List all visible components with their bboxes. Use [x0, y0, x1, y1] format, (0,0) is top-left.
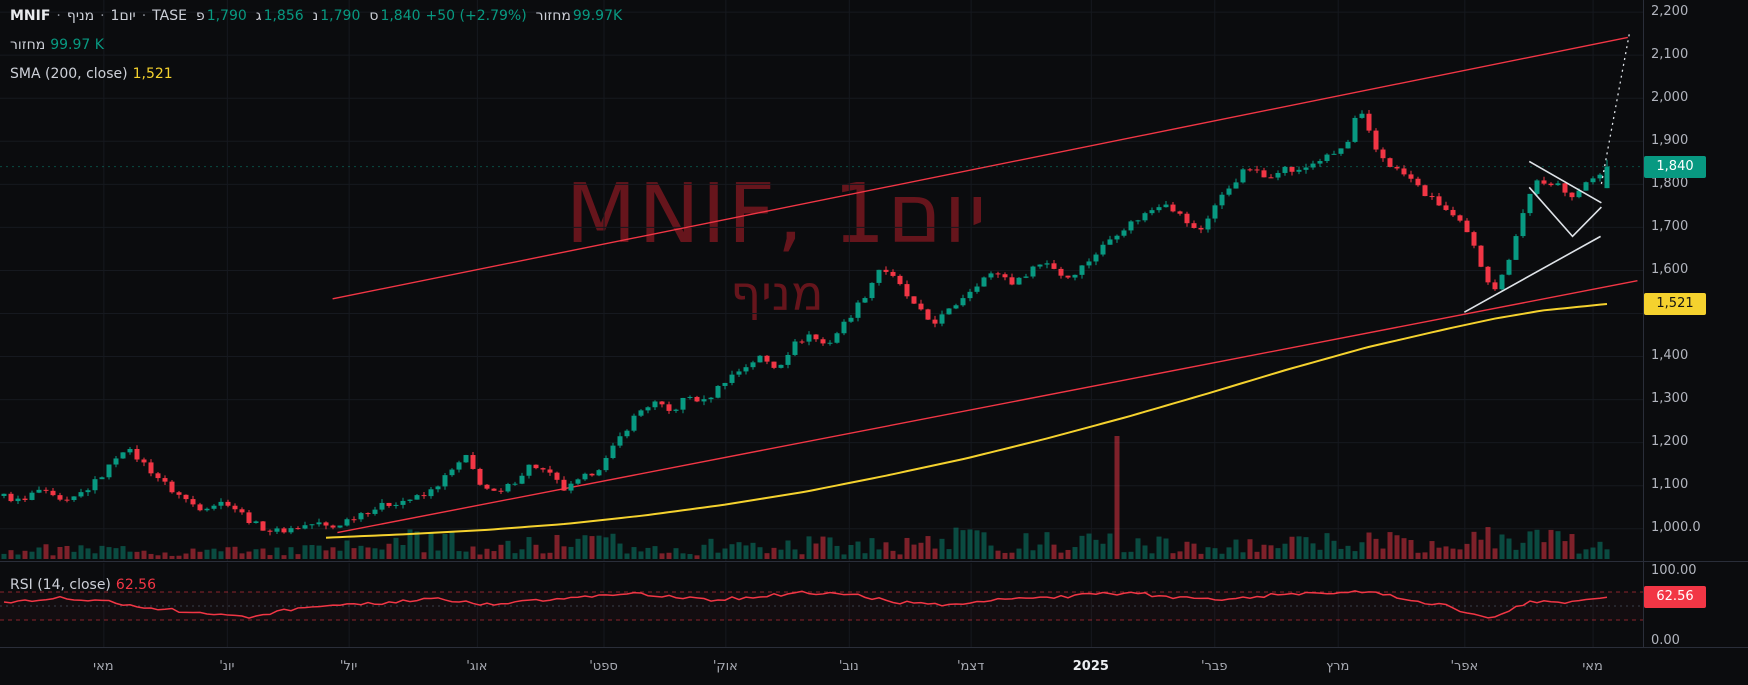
rsi-indicator-legend-row[interactable]: RSI (14, close) 62.56	[10, 577, 156, 593]
time-tick-label: מאי	[1582, 659, 1603, 674]
time-tick-label: פבר'	[1200, 659, 1228, 674]
time-tick-label: יול'	[339, 659, 358, 674]
high-value: 1,856	[263, 8, 304, 24]
price-tick-label: 1,100	[1651, 477, 1689, 493]
rsi-indicator-label: RSI (14, close)	[10, 577, 111, 593]
pane-resize-separator[interactable]	[0, 561, 1748, 562]
chart-legend: MNIF · מניף · 1יום · TASE פ 1,790 ג 1,85…	[10, 8, 622, 95]
rsi-tick-label: 0.00	[1651, 633, 1680, 648]
price-tick-label: 1,400	[1651, 348, 1689, 364]
price-tick-label: 1,700	[1651, 218, 1689, 234]
volume-indicator-value: 99.97 K	[50, 37, 104, 53]
close-value: 1,840	[380, 8, 421, 24]
ohlc-low: נ 1,790	[313, 8, 361, 24]
volume-indicator-legend-row[interactable]: מחזור 99.97 K	[10, 37, 622, 53]
time-tick-label: נוב'	[838, 659, 859, 674]
price-tick-label: 1,900	[1651, 132, 1689, 148]
volume-indicator-label: מחזור	[10, 37, 46, 53]
rsi-indicator-value: 62.56	[115, 577, 156, 593]
interval-label: 1יום	[110, 8, 136, 24]
ohlc-high: ג 1,856	[256, 8, 304, 24]
time-tick-label: מרץ	[1326, 659, 1350, 674]
time-tick-label: אוג'	[466, 659, 488, 674]
price-tick-label: 1,200	[1651, 434, 1689, 450]
low-value: 1,790	[320, 8, 361, 24]
price-tick-label: 1,000.0	[1651, 520, 1701, 536]
time-tick-label: ספט'	[589, 659, 618, 674]
time-tick-label: אפר'	[1450, 659, 1479, 674]
time-tick-label: אוק'	[712, 659, 738, 674]
volume-label: מחזור	[535, 8, 571, 24]
change-value: +50 (+2.79%)	[425, 8, 527, 24]
exchange-label: TASE	[152, 8, 187, 24]
price-tick-label: 1,600	[1651, 261, 1689, 277]
sma-value-badge: 1,521	[1644, 292, 1706, 315]
symbol-legend-row[interactable]: MNIF · מניף · 1יום · TASE פ 1,790 ג 1,85…	[10, 8, 622, 24]
volume-value: 99.97K	[572, 8, 623, 24]
ohlc-close: ס 1,840	[369, 8, 420, 24]
low-label: נ	[312, 8, 319, 24]
sma-indicator-label: SMA (200, close)	[10, 66, 128, 82]
time-tick-label: 2025	[1072, 659, 1109, 674]
separator-dot: ·	[100, 8, 105, 24]
time-tick-label: דצמ'	[956, 659, 985, 674]
price-tick-label: 2,000	[1651, 89, 1689, 105]
price-tick-label: 2,200	[1651, 3, 1689, 19]
ohlc-open: פ 1,790	[196, 8, 247, 24]
time-axis[interactable]: מאי יונ' יול' אוג' ספט' אוק' נוב' דצמ' 2025 פבר' מ…	[0, 648, 1748, 685]
open-value: 1,790	[206, 8, 247, 24]
price-tick-label: 1,300	[1651, 391, 1689, 407]
time-axis-separator	[0, 647, 1748, 648]
rsi-indicator-pane[interactable]	[0, 563, 1643, 647]
sma-indicator-legend-row[interactable]: SMA (200, close) 1,521	[10, 66, 622, 82]
time-tick-label: יונ'	[219, 659, 235, 674]
open-label: פ	[195, 8, 205, 24]
price-axis-border	[1643, 0, 1644, 648]
symbol-hebrew-name: מניף	[66, 8, 95, 24]
volume-inline: מחזור 99.97K	[536, 8, 622, 24]
high-label: ג	[255, 8, 262, 24]
separator-dot: ·	[56, 8, 61, 24]
price-tick-label: 2,100	[1651, 46, 1689, 62]
rsi-tick-label: 100.00	[1651, 563, 1697, 578]
time-tick-label: מאי	[93, 659, 114, 674]
current-price-badge: 1,840	[1644, 155, 1706, 178]
separator-dot: ·	[141, 8, 147, 24]
price-axis[interactable]: 2,200 2,100 2,000 1,900 1,800 1,700 1,600 1,400…	[1643, 0, 1748, 649]
rsi-value-badge: 62.56	[1644, 586, 1706, 609]
sma-indicator-value: 1,521	[132, 66, 173, 82]
main-price-chart-pane[interactable]	[0, 0, 1643, 561]
close-label: ס	[369, 8, 379, 24]
symbol-ticker: MNIF	[10, 8, 51, 24]
price-tick-label: 1,800	[1651, 175, 1689, 191]
